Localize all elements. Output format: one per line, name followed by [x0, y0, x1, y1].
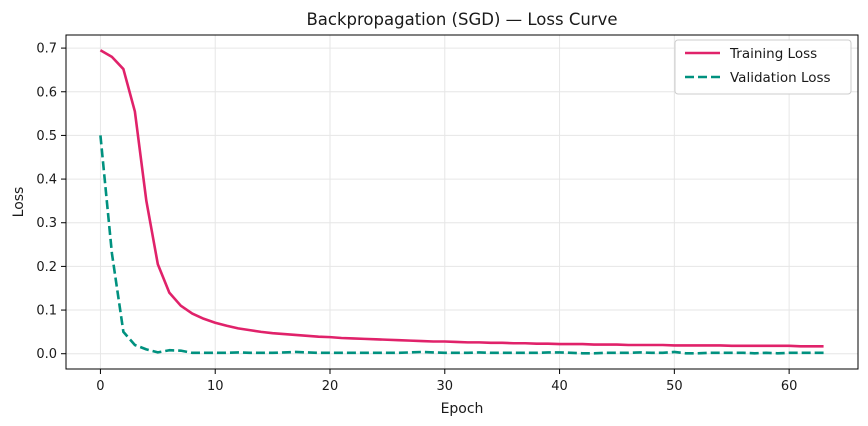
y-tick-label: 0.6	[36, 85, 57, 100]
legend: Training Loss Validation Loss	[674, 39, 852, 95]
y-axis-ticks: 0.0 0.1 0.2 0.3 0.4 0.5 0.6 0.7	[36, 42, 66, 362]
x-axis-ticks: 0 10 20 30 40 50 60	[96, 369, 797, 394]
y-tick-label: 0.3	[36, 216, 57, 231]
y-tick-label: 0.7	[36, 42, 57, 57]
legend-label-validation-loss: Validation Loss	[730, 70, 831, 86]
y-tick-label: 0.1	[36, 304, 57, 319]
series-layer	[99, 49, 824, 355]
x-tick-label: 30	[437, 379, 454, 394]
series-line-validation-loss	[99, 135, 824, 355]
y-tick-label: 0.4	[36, 173, 57, 188]
y-tick-label: 0.0	[36, 347, 57, 362]
series-line-training-loss	[99, 49, 824, 348]
x-axis-label: Epoch	[441, 401, 484, 417]
y-axis-label: Loss	[11, 187, 27, 218]
plot-frame	[65, 34, 859, 370]
x-tick-label: 40	[551, 379, 568, 394]
x-tick-label: 60	[781, 379, 798, 394]
legend-label-training-loss: Training Loss	[729, 46, 817, 62]
x-tick-label: 20	[322, 379, 339, 394]
x-tick-label: 0	[96, 379, 104, 394]
chart-title: Backpropagation (SGD) — Loss Curve	[306, 10, 617, 29]
y-tick-label: 0.5	[36, 129, 57, 144]
x-tick-label: 10	[207, 379, 224, 394]
x-tick-label: 50	[666, 379, 683, 394]
y-tick-label: 0.2	[36, 260, 57, 275]
